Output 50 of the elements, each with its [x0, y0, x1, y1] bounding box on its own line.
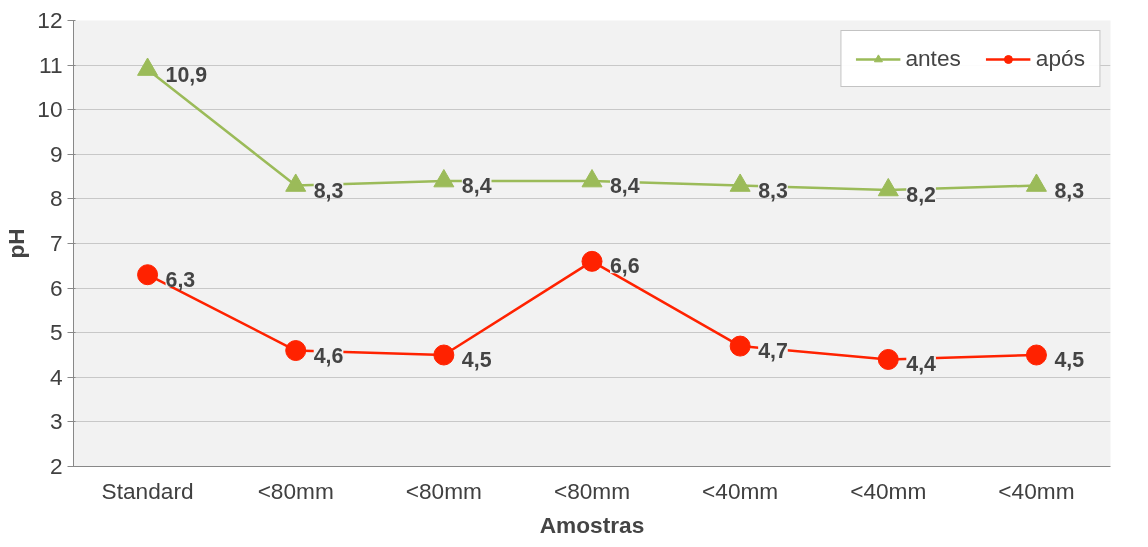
data-label: 8,3	[313, 178, 344, 203]
y-tick-label: 10	[37, 96, 63, 123]
point	[581, 169, 603, 188]
point	[285, 173, 307, 192]
point	[137, 57, 159, 76]
data-label: 8,4	[610, 174, 640, 199]
point	[433, 344, 455, 366]
x-axis-title: Amostras	[539, 511, 645, 538]
data-label: 8,2	[906, 182, 936, 207]
data-label: 4,4	[906, 352, 937, 377]
y-tick-label: 3	[49, 408, 63, 435]
y-tick-label: 9	[49, 140, 63, 167]
data-label: 4,5	[1054, 348, 1085, 372]
point	[729, 335, 751, 357]
x-tick-label: <80mm	[405, 477, 482, 504]
legend-label: antes	[905, 45, 961, 72]
data-label: 4,6	[313, 343, 344, 368]
x-tick-label: <40mm	[998, 477, 1075, 504]
data-label: 10,9	[165, 62, 208, 87]
y-tick-label: 5	[49, 319, 63, 346]
data-label: 6,6	[610, 254, 640, 279]
y-tick-label: 4	[49, 363, 63, 390]
x-tick-label: Standard	[101, 477, 194, 504]
y-tick-label: 6	[49, 274, 63, 301]
point	[877, 177, 899, 197]
y-tick-label: 2	[49, 453, 63, 479]
legend-label: após	[1035, 45, 1085, 72]
point	[877, 348, 899, 370]
data-label: 8,4	[461, 174, 492, 199]
point	[433, 169, 455, 188]
data-label: 4,7	[758, 339, 788, 364]
point	[137, 264, 159, 286]
point	[1025, 344, 1047, 366]
x-tick-label: <40mm	[850, 477, 927, 504]
y-tick-label: 12	[37, 7, 63, 33]
point	[581, 250, 603, 272]
x-tick-label: <80mm	[257, 477, 334, 504]
y-tick-label: 7	[49, 230, 63, 256]
point	[285, 340, 307, 362]
y-tick-label: 11	[38, 51, 63, 78]
y-axis-title: pH	[3, 228, 30, 259]
x-tick-label: <80mm	[553, 477, 631, 504]
point	[729, 173, 751, 192]
x-tick-label: <40mm	[702, 477, 779, 504]
y-tick-label: 8	[49, 185, 63, 212]
data-label: 8,3	[758, 178, 788, 203]
data-label: 8,3	[1054, 178, 1085, 203]
data-label: 4,5	[461, 348, 492, 372]
point	[1025, 173, 1047, 192]
data-label: 6,3	[165, 267, 196, 292]
